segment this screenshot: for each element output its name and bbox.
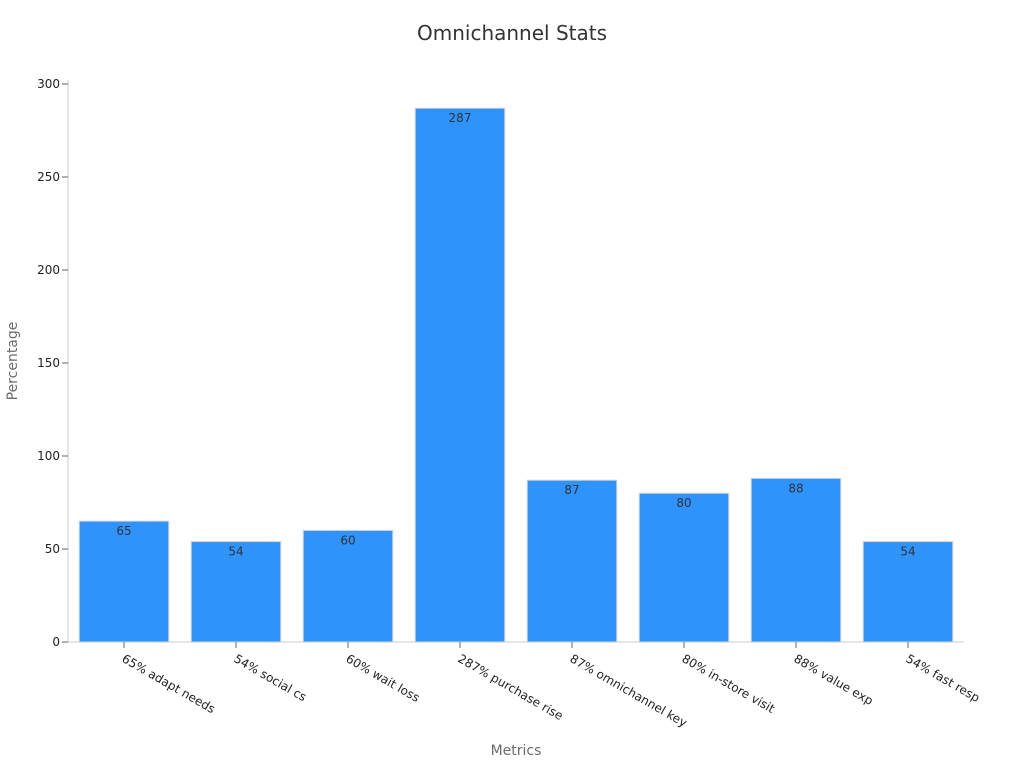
bars-group: 65 54 60 287 87 80 88 54 xyxy=(78,107,954,643)
y-tick-label: 50 xyxy=(45,542,60,556)
x-axis: 65% adapt needs 54% social cs 60% wait los… xyxy=(68,641,983,730)
data-label: 287 xyxy=(449,111,472,125)
data-label: 54 xyxy=(900,545,915,559)
y-tick-label: 300 xyxy=(37,77,60,91)
y-tick-label: 100 xyxy=(37,449,60,463)
x-tick-label: 87% omnichannel key xyxy=(568,651,690,730)
data-label: 54 xyxy=(228,545,243,559)
x-axis-title: Metrics xyxy=(491,743,542,759)
x-tick-label: 54% fast resp xyxy=(904,651,983,705)
data-label: 88 xyxy=(788,481,803,495)
bar xyxy=(78,520,170,643)
bar xyxy=(638,492,730,643)
bar xyxy=(862,541,954,643)
x-tick-label: 65% adapt needs xyxy=(120,651,218,716)
bar xyxy=(526,479,618,643)
data-label: 65 xyxy=(116,524,131,538)
y-tick-label: 0 xyxy=(52,635,60,649)
x-tick-label: 80% in-store visit xyxy=(680,651,778,716)
bar xyxy=(414,107,506,643)
x-tick-label: 287% purchase rise xyxy=(456,651,566,723)
bar xyxy=(302,529,394,643)
x-tick-label: 88% value exp xyxy=(792,651,876,708)
y-axis-title: Percentage xyxy=(5,322,21,401)
y-tick-label: 200 xyxy=(37,263,60,277)
y-tick-label: 250 xyxy=(37,170,60,184)
x-tick-label: 54% social cs xyxy=(232,651,309,704)
data-label: 87 xyxy=(564,483,579,497)
chart-title: Omnichannel Stats xyxy=(417,21,607,45)
bar xyxy=(750,477,842,643)
y-axis: 0 50 100 150 200 250 300 xyxy=(37,77,69,649)
x-tick-label: 60% wait loss xyxy=(344,651,423,704)
data-label: 60 xyxy=(340,533,355,547)
y-tick-label: 150 xyxy=(37,356,60,370)
data-label: 80 xyxy=(676,496,691,510)
bar xyxy=(190,541,282,643)
